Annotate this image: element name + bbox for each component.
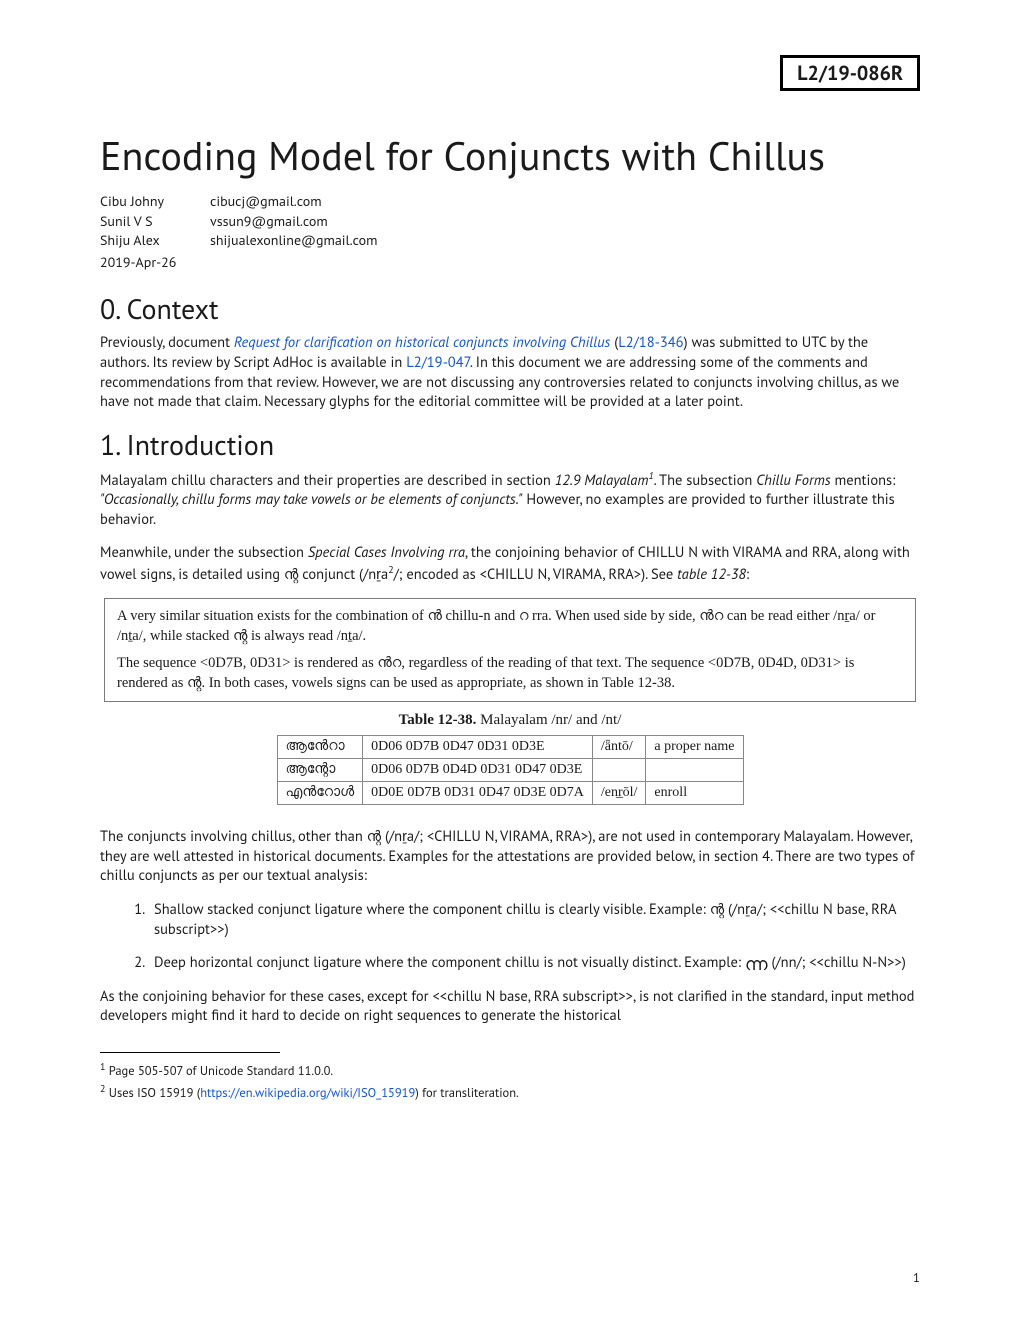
cell-codepoints: 0D06 0D7B 0D47 0D31 0D3E	[363, 736, 593, 759]
list-item: Shallow stacked conjunct ligature where …	[148, 900, 920, 939]
cell-malayalam: ആൻേറാ	[277, 736, 363, 759]
text-italic: 12.9 Malayalam	[555, 470, 649, 489]
footnote-rule	[100, 1052, 280, 1053]
table-row: എൻറോൾ 0D0E 0D7B 0D31 0D47 0D3E 0D7A /enr…	[277, 782, 743, 805]
doc-date: 2019-Apr-26	[100, 253, 920, 273]
paragraph-intro-1: Malayalam chillu characters and their pr…	[100, 469, 920, 530]
author-name: Cibu Johny	[100, 192, 210, 212]
author-name: Sunil V S	[100, 212, 210, 232]
doc-id-box: L2/19-086R	[780, 55, 920, 91]
authors-block: Cibu Johny cibucj@gmail.com Sunil V S vs…	[100, 192, 920, 272]
quoted-paragraph: The sequence <0D7B, 0D31> is rendered as…	[117, 654, 903, 693]
text-italic: Special Cases Involving rra	[308, 543, 465, 562]
paragraph-below-1: The conjuncts involving chillus, other t…	[100, 827, 920, 886]
glyph-nn: ന്ന	[745, 955, 768, 973]
table-row: ആൻേറാ 0D06 0D7B 0D47 0D31 0D3E /ǟntō/ a …	[277, 736, 743, 759]
cell-phonetic	[592, 759, 646, 782]
cell-malayalam: എൻറോൾ	[277, 782, 363, 805]
enumerated-list: Shallow stacked conjunct ligature where …	[100, 900, 920, 973]
author-email: cibucj@gmail.com	[210, 192, 322, 212]
text: Malayalam chillu characters and their pr…	[100, 470, 555, 489]
table-12-38: ആൻേറാ 0D06 0D7B 0D47 0D31 0D3E /ǟntō/ a …	[277, 735, 744, 805]
text: :	[746, 565, 749, 584]
heading-context: 0. Context	[100, 290, 920, 327]
author-email: vssun9@gmail.com	[210, 212, 328, 232]
author-row: Cibu Johny cibucj@gmail.com	[100, 192, 920, 212]
quoted-block: A very similar situation exists for the …	[104, 598, 916, 702]
cell-phonetic: /enr̲ōl/	[592, 782, 646, 805]
text: mentions:	[831, 470, 896, 489]
page-title: Encoding Model for Conjuncts with Chillu…	[100, 130, 920, 182]
link-iso-15919[interactable]: https://en.wikipedia.org/wiki/ISO_15919	[200, 1085, 415, 1101]
link-l2-18-346[interactable]: L2/18-346	[618, 333, 683, 352]
paragraph-context: Previously, document Request for clarifi…	[100, 333, 920, 411]
text: /; encoded as <CHILLU N, VIRAMA, RRA>). …	[394, 565, 677, 584]
text-quote: "Occasionally, chillu forms may take vow…	[100, 490, 522, 509]
footnote-text: ) for transliteration.	[415, 1085, 518, 1101]
heading-introduction: 1. Introduction	[100, 426, 920, 463]
cell-meaning: enroll	[646, 782, 743, 805]
text-italic: Chillu Forms	[756, 470, 830, 489]
author-email: shijualexonline@gmail.com	[210, 231, 377, 251]
cell-codepoints: 0D06 0D7B 0D4D 0D31 0D47 0D3E	[363, 759, 593, 782]
text: Previously, document	[100, 333, 234, 352]
author-row: Sunil V S vssun9@gmail.com	[100, 212, 920, 232]
text-italic: table 12-38	[677, 565, 746, 584]
footnotes: 1 Page 505-507 of Unicode Standard 11.0.…	[100, 1059, 920, 1103]
author-name: Shiju Alex	[100, 231, 210, 251]
cell-meaning: a proper name	[646, 736, 743, 759]
cell-phonetic: /ǟntō/	[592, 736, 646, 759]
doc-id: L2/19-086R	[797, 60, 903, 86]
table-caption-bold: Table 12-38.	[399, 712, 477, 728]
quoted-paragraph: A very similar situation exists for the …	[117, 607, 903, 646]
text: (/nn/; <<chillu N-N>>)	[768, 953, 906, 972]
link-l2-19-047[interactable]: L2/19-047	[406, 353, 470, 372]
footnote-1: 1 Page 505-507 of Unicode Standard 11.0.…	[100, 1059, 920, 1081]
text: Deep horizontal conjunct ligature where …	[154, 953, 745, 972]
footnote-text: Uses ISO 15919 (	[105, 1085, 200, 1101]
text: . The subsection	[654, 470, 757, 489]
cell-meaning	[646, 759, 743, 782]
table-caption-rest: Malayalam /nr/ and /nt/	[476, 712, 621, 728]
author-row: Shiju Alex shijualexonline@gmail.com	[100, 231, 920, 251]
paragraph-intro-2: Meanwhile, under the subsection Special …	[100, 543, 920, 584]
paragraph-below-2: As the conjoining behavior for these cas…	[100, 987, 920, 1026]
footnote-2: 2 Uses ISO 15919 (https://en.wikipedia.o…	[100, 1081, 920, 1103]
table-row: ആന്റോ 0D06 0D7B 0D4D 0D31 0D47 0D3E	[277, 759, 743, 782]
cell-malayalam: ആന്റോ	[277, 759, 363, 782]
text: Meanwhile, under the subsection	[100, 543, 308, 562]
footnote-text: Page 505-507 of Unicode Standard 11.0.0.	[105, 1063, 333, 1079]
list-item: Deep horizontal conjunct ligature where …	[148, 953, 920, 973]
table-caption: Table 12-38. Malayalam /nr/ and /nt/	[100, 712, 920, 729]
cell-codepoints: 0D0E 0D7B 0D31 0D47 0D3E 0D7A	[363, 782, 593, 805]
page-number: 1	[913, 1269, 920, 1286]
link-request-doc[interactable]: Request for clarification on historical …	[234, 333, 610, 352]
